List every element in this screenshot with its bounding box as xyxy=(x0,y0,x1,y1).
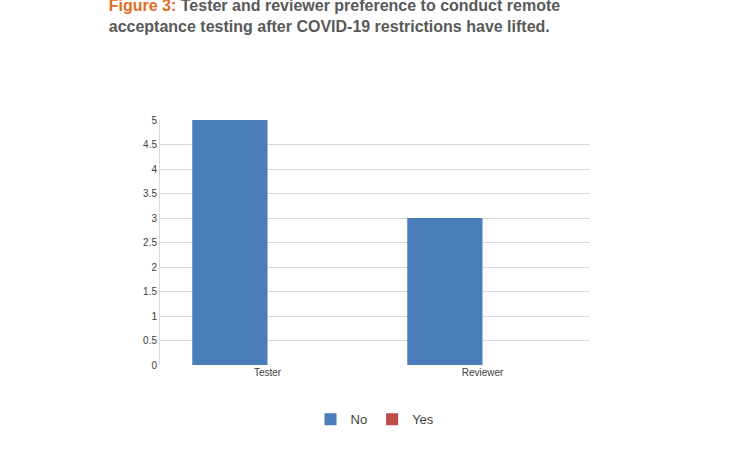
svg-text:0: 0 xyxy=(151,360,157,371)
svg-text:4: 4 xyxy=(151,164,157,175)
svg-text:1: 1 xyxy=(151,311,157,322)
svg-text:4.5: 4.5 xyxy=(143,139,157,150)
svg-text:2.5: 2.5 xyxy=(143,237,157,248)
svg-text:Figure 3: Tester and reviewer: Figure 3: Tester and reviewer preference… xyxy=(109,0,560,35)
svg-text:3.5: 3.5 xyxy=(143,188,157,199)
svg-text:Reviewer: Reviewer xyxy=(462,367,504,378)
svg-text:1.5: 1.5 xyxy=(143,286,157,297)
svg-text:2: 2 xyxy=(151,262,157,273)
svg-text:0.5: 0.5 xyxy=(143,335,157,346)
svg-text:5: 5 xyxy=(151,115,157,126)
svg-text:3: 3 xyxy=(151,213,157,224)
svg-text:Tester: Tester xyxy=(254,367,282,378)
svg-text:No: No xyxy=(351,412,368,427)
svg-text:Yes: Yes xyxy=(412,412,434,427)
